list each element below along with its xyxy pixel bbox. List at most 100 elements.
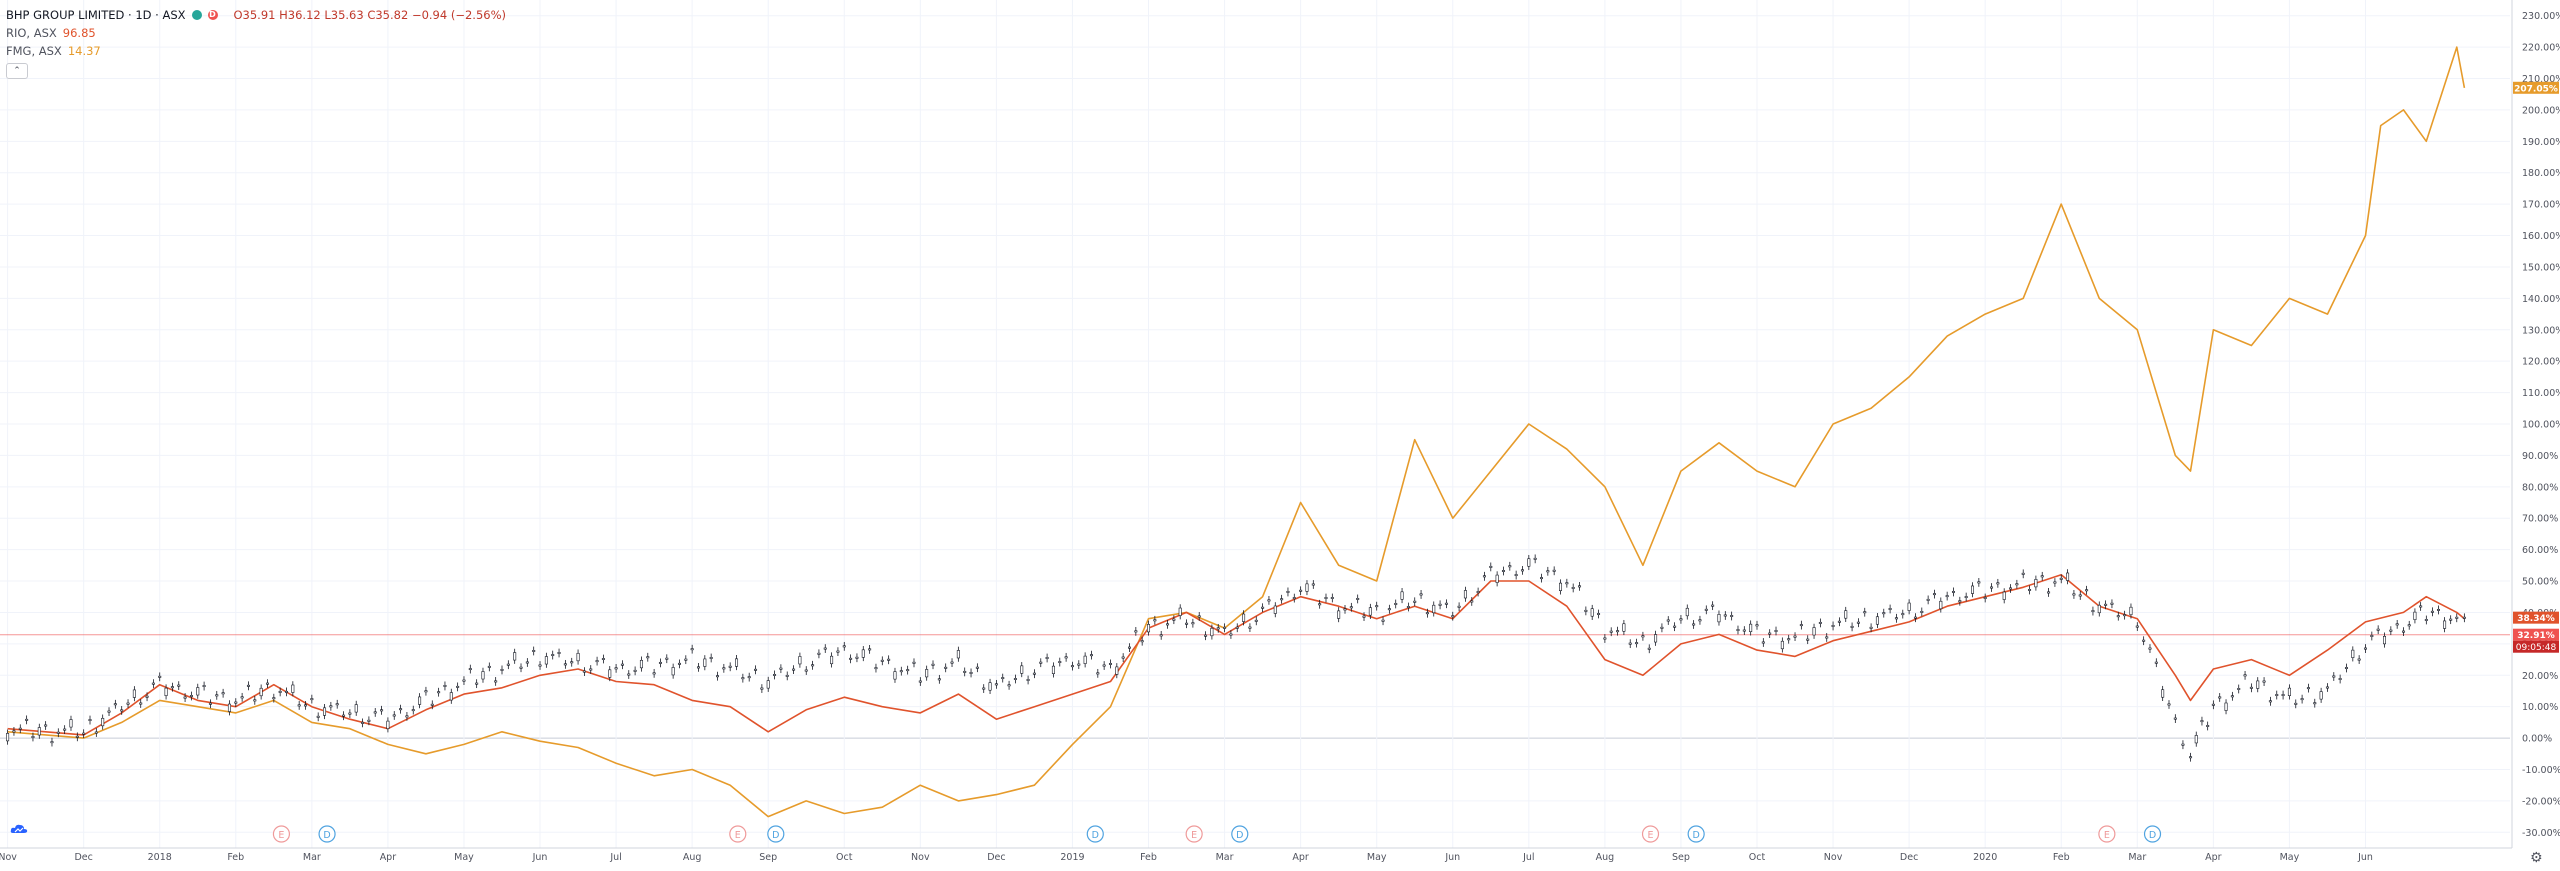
earnings-marker[interactable] bbox=[729, 825, 747, 843]
candle-body bbox=[1597, 613, 1601, 615]
event-marker-label: E bbox=[1648, 830, 1654, 841]
y-tick-label: 220.00% bbox=[2522, 43, 2560, 54]
candle-body bbox=[2376, 628, 2380, 631]
candle-body bbox=[2097, 604, 2101, 614]
candle-body bbox=[1774, 630, 1778, 632]
candle-body bbox=[2161, 689, 2165, 698]
candle-body bbox=[2110, 602, 2114, 605]
candle-body bbox=[189, 695, 193, 697]
legend-series-value: 14.37 bbox=[67, 44, 101, 58]
event-marker-label: E bbox=[2104, 830, 2110, 841]
candle-body bbox=[278, 690, 282, 693]
delayed-data-badge[interactable]: D bbox=[207, 10, 218, 20]
legend-ohlc: O35.91 H36.12 L35.63 C35.82 −0.94 (−2.56… bbox=[233, 8, 507, 22]
candle-body bbox=[849, 657, 853, 660]
candle-body bbox=[2053, 581, 2057, 584]
price-label: 32.91% bbox=[2517, 631, 2555, 641]
candle-body bbox=[424, 690, 428, 693]
candle-body bbox=[1932, 593, 1936, 596]
candle-body bbox=[1958, 600, 1962, 603]
dividend-marker[interactable] bbox=[2143, 825, 2162, 843]
earnings-marker[interactable] bbox=[2098, 825, 2116, 843]
earnings-marker[interactable] bbox=[1641, 825, 1660, 843]
candle-body bbox=[1356, 598, 1360, 600]
candle-body bbox=[944, 666, 948, 669]
tradingview-cloud-icon[interactable] bbox=[10, 822, 28, 836]
y-tick-label: 180.00% bbox=[2522, 168, 2560, 179]
candle-body bbox=[1622, 623, 1626, 632]
candle-body bbox=[677, 662, 681, 665]
candle-body bbox=[373, 711, 377, 714]
legend-series-fmg[interactable]: FMG, ASX 14.37 bbox=[6, 42, 506, 60]
candle-body bbox=[2351, 649, 2355, 658]
candle-body bbox=[969, 672, 973, 674]
candle-body bbox=[335, 703, 339, 706]
candle-body bbox=[2078, 594, 2082, 597]
candle-body bbox=[1704, 608, 1708, 611]
candle-body bbox=[722, 667, 726, 670]
dividend-marker[interactable] bbox=[1231, 825, 1249, 843]
candle-body bbox=[405, 715, 409, 718]
candle-body bbox=[500, 668, 504, 671]
candle-body bbox=[1578, 585, 1582, 588]
candle-body bbox=[798, 656, 802, 665]
collapse-legend-button[interactable]: ⌃ bbox=[6, 63, 28, 79]
y-tick-label: -30.00% bbox=[2522, 828, 2560, 839]
candle-body bbox=[2268, 700, 2272, 703]
candle-body bbox=[595, 660, 599, 663]
event-marker-label: D bbox=[323, 830, 330, 841]
gear-icon[interactable]: ⚙ bbox=[2530, 850, 2543, 866]
candle-body bbox=[304, 704, 308, 707]
event-marker-label: D bbox=[1692, 830, 1699, 841]
dividend-marker[interactable] bbox=[767, 825, 785, 843]
candle-body bbox=[291, 684, 295, 693]
candle-body bbox=[1394, 603, 1398, 605]
candle-body bbox=[2034, 579, 2038, 588]
candle-body bbox=[56, 731, 60, 734]
candle-body bbox=[2148, 647, 2152, 650]
candle-body bbox=[1147, 624, 1151, 633]
candle-body bbox=[1070, 665, 1074, 668]
x-tick-label: Mar bbox=[1216, 852, 1234, 863]
earnings-marker[interactable] bbox=[1185, 825, 1203, 843]
dividend-marker[interactable] bbox=[1086, 825, 1104, 843]
y-tick-label: 210.00% bbox=[2522, 74, 2560, 85]
dividend-marker[interactable] bbox=[1687, 825, 1705, 843]
candle-body bbox=[570, 661, 574, 664]
y-tick-label: 80.00% bbox=[2522, 482, 2558, 493]
legend-title[interactable]: BHP GROUP LIMITED · 1D · ASX bbox=[6, 8, 186, 22]
candle-body bbox=[1799, 624, 1803, 627]
candle-body bbox=[1286, 590, 1290, 593]
candle-body bbox=[646, 656, 650, 659]
candle-body bbox=[1311, 583, 1315, 586]
candle-body bbox=[2129, 606, 2133, 616]
candle-body bbox=[1280, 598, 1284, 601]
y-tick-label: 10.00% bbox=[2522, 702, 2558, 713]
candle-body bbox=[1026, 679, 1030, 681]
candle-body bbox=[1641, 635, 1645, 638]
legend-series-rio[interactable]: RIO, ASX 96.85 bbox=[6, 24, 506, 42]
candle-body bbox=[551, 654, 555, 656]
candle-body bbox=[1216, 627, 1220, 630]
dividend-marker[interactable] bbox=[318, 825, 336, 843]
x-tick-label: Dec bbox=[987, 852, 1005, 863]
x-tick-label: Nov bbox=[0, 852, 17, 863]
candle-body bbox=[1501, 570, 1505, 572]
candle-body bbox=[2224, 702, 2228, 711]
x-tick-label: Feb bbox=[1140, 852, 1157, 863]
candle-body bbox=[2256, 680, 2260, 689]
earnings-marker[interactable] bbox=[272, 825, 291, 843]
candle-body bbox=[544, 656, 548, 665]
candle-body bbox=[1159, 634, 1163, 637]
candle-body bbox=[754, 668, 758, 671]
candle-body bbox=[1736, 629, 1740, 631]
legend-main-row[interactable]: BHP GROUP LIMITED · 1D · ASX D O35.91 H3… bbox=[6, 6, 506, 24]
candle-body bbox=[2344, 667, 2348, 669]
y-tick-label: 90.00% bbox=[2522, 451, 2558, 462]
candle-body bbox=[1755, 624, 1759, 627]
candle-body bbox=[234, 701, 238, 704]
x-tick-label: May bbox=[454, 852, 474, 863]
candle-body bbox=[652, 672, 656, 675]
